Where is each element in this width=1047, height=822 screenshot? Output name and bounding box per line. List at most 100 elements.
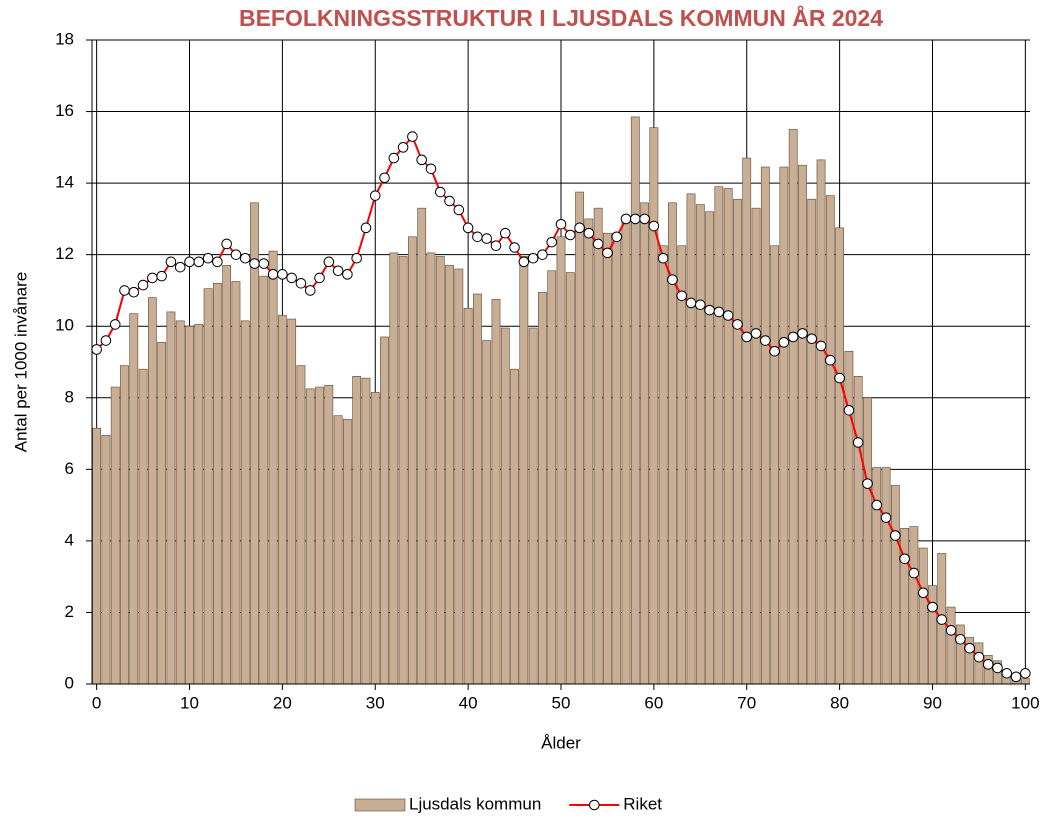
x-tick-label: 40 — [459, 693, 478, 712]
bar — [658, 245, 668, 685]
line-marker — [713, 306, 725, 318]
line-marker — [825, 354, 836, 366]
x-tick-label: 70 — [737, 693, 756, 712]
line-marker — [499, 227, 511, 239]
line-marker — [629, 213, 641, 225]
bar — [250, 202, 259, 685]
line-marker — [472, 231, 483, 243]
line-marker — [230, 249, 242, 260]
bar — [603, 232, 612, 685]
bar — [445, 265, 454, 685]
line-marker — [555, 218, 567, 230]
line-marker — [342, 269, 353, 280]
line-marker — [193, 256, 205, 268]
line-marker — [574, 222, 585, 234]
line-marker — [806, 333, 818, 345]
bar — [129, 313, 139, 685]
line-marker — [973, 651, 985, 663]
bar — [593, 207, 603, 685]
bar — [723, 188, 733, 685]
line-marker — [518, 256, 530, 268]
line-marker — [91, 344, 102, 355]
bar — [380, 336, 389, 685]
bar — [389, 252, 399, 685]
line-marker — [722, 310, 734, 321]
bar — [500, 327, 510, 685]
bar — [853, 376, 863, 685]
bar — [575, 191, 584, 685]
line-marker — [351, 252, 362, 264]
line-marker — [109, 319, 121, 330]
bar — [1020, 678, 1030, 685]
legend-label: Ljusdals kommun — [409, 794, 541, 813]
line-marker — [583, 227, 595, 239]
x-tick-label: 0 — [92, 693, 101, 712]
line-marker — [165, 256, 177, 268]
line-marker — [778, 337, 790, 348]
bar — [705, 211, 714, 685]
line-marker — [444, 195, 455, 207]
line-marker — [685, 297, 697, 309]
line-marker — [760, 335, 771, 346]
line-marker — [750, 328, 762, 339]
line-marker — [527, 252, 539, 264]
bar — [565, 272, 575, 685]
line-marker — [657, 252, 669, 264]
bar — [101, 435, 111, 685]
bar — [435, 256, 445, 685]
line-marker — [239, 252, 251, 264]
bar — [417, 207, 427, 685]
line-marker — [295, 277, 307, 289]
line-marker — [667, 274, 678, 286]
bar — [807, 198, 817, 685]
bar — [918, 547, 928, 685]
y-tick-label: 2 — [65, 602, 74, 621]
line-marker — [769, 345, 780, 357]
bar — [194, 324, 204, 685]
bar — [463, 308, 473, 685]
line-marker — [704, 304, 715, 316]
line-marker — [416, 154, 427, 166]
bar — [630, 116, 640, 685]
line-marker — [639, 213, 650, 225]
x-tick-label: 80 — [830, 693, 849, 712]
bar — [621, 220, 631, 685]
line-marker — [434, 186, 446, 198]
bar — [212, 282, 222, 685]
line-marker — [732, 319, 743, 330]
bar — [519, 256, 529, 685]
x-tick-label: 100 — [1011, 693, 1039, 712]
line-marker — [397, 142, 409, 153]
bar — [798, 164, 807, 685]
line-marker — [852, 437, 864, 448]
line-marker — [862, 478, 873, 489]
line-marker — [490, 240, 502, 252]
y-tick-label: 8 — [65, 387, 74, 406]
x-tick-label: 90 — [923, 693, 942, 712]
line-marker — [156, 270, 167, 282]
bar — [222, 265, 232, 685]
line-marker — [304, 285, 316, 296]
line-marker — [890, 530, 901, 541]
line-marker — [267, 269, 279, 280]
line-marker — [843, 405, 855, 416]
y-tick-label: 6 — [65, 459, 74, 478]
bar — [287, 318, 297, 685]
x-tick-label: 30 — [366, 693, 385, 712]
line-marker — [249, 258, 260, 269]
line-marker — [258, 258, 270, 269]
y-tick-label: 4 — [65, 530, 74, 549]
line-marker — [314, 272, 325, 284]
y-tick-label: 14 — [55, 173, 74, 192]
line-marker — [676, 290, 688, 302]
x-tick-label: 50 — [552, 693, 571, 712]
line-marker — [462, 222, 474, 234]
bar — [955, 624, 965, 685]
bar — [770, 245, 779, 685]
line-marker — [119, 285, 130, 296]
line-marker — [332, 265, 344, 277]
line-marker — [611, 231, 623, 243]
line-marker — [955, 633, 966, 645]
bar — [92, 427, 102, 685]
